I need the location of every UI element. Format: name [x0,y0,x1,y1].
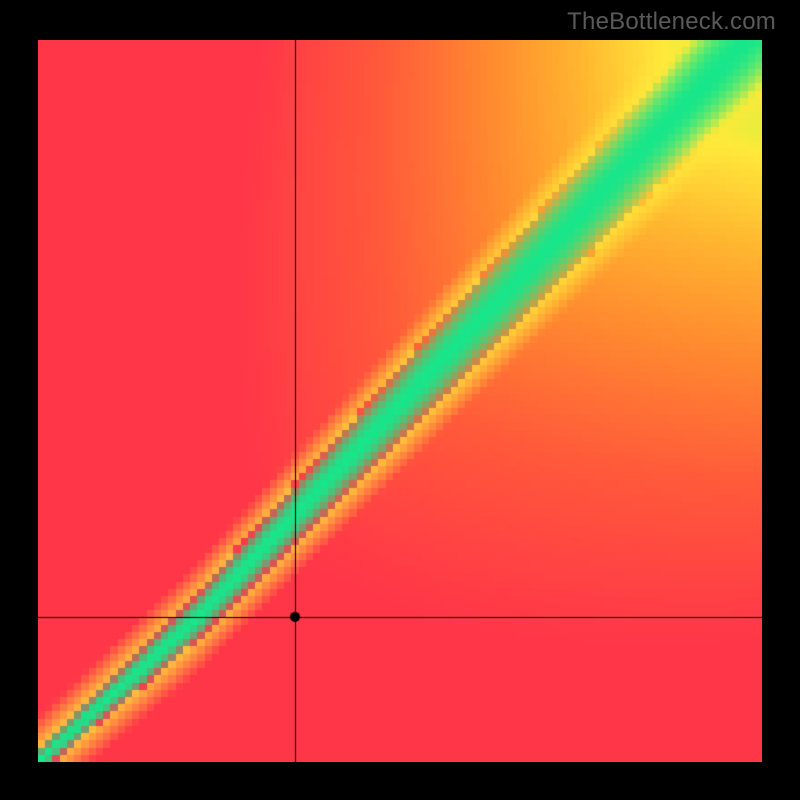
bottleneck-heatmap [38,40,762,762]
watermark-text: TheBottleneck.com [567,8,776,36]
